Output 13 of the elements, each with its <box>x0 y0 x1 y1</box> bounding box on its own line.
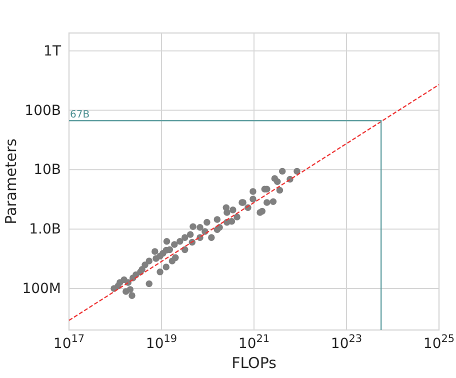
y-tick-label: 1T <box>44 43 62 60</box>
y-tick-label: 100B <box>24 102 61 119</box>
y-tick-label: 1.0B <box>29 222 61 238</box>
x-tick-label: 10$^{25}$ <box>423 332 455 352</box>
y-tick-label: 100M <box>22 280 61 297</box>
y-axis-title: Parameters <box>2 138 20 224</box>
x-tick-label: 10$^{19}$ <box>146 332 178 352</box>
x-tick-label: 10$^{23}$ <box>330 332 362 352</box>
x-axis-title: FLOPs <box>232 354 277 372</box>
y-tick-label: 10B <box>34 162 61 178</box>
annotation: 67B <box>70 110 90 121</box>
x-tick-label: 10$^{21}$ <box>238 332 270 352</box>
x-tick-label: 10$^{17}$ <box>53 332 85 352</box>
